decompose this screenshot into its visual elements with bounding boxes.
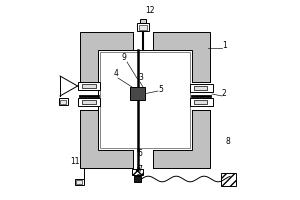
- Bar: [75, 179, 84, 185]
- Text: 9: 9: [122, 53, 127, 62]
- Bar: [137, 23, 149, 31]
- Text: 5: 5: [158, 85, 163, 94]
- Text: 8: 8: [226, 137, 231, 146]
- Bar: [78, 98, 100, 106]
- Text: 7: 7: [137, 165, 142, 174]
- Bar: [76, 180, 82, 184]
- Bar: [100, 52, 190, 148]
- Bar: [80, 32, 210, 168]
- Bar: [192, 82, 212, 110]
- Text: 1: 1: [222, 41, 227, 50]
- Bar: [133, 30, 153, 50]
- Bar: [194, 86, 207, 90]
- Text: 12: 12: [145, 6, 154, 15]
- Bar: [59, 98, 68, 105]
- Bar: [60, 100, 66, 104]
- Text: 2: 2: [222, 89, 227, 98]
- Bar: [98, 50, 192, 150]
- Bar: [82, 84, 96, 88]
- Bar: [132, 169, 143, 175]
- Bar: [78, 82, 100, 90]
- Text: 4: 4: [114, 69, 119, 78]
- Bar: [78, 82, 98, 110]
- Bar: [133, 150, 153, 170]
- Bar: [194, 100, 207, 104]
- Bar: [190, 98, 213, 106]
- Bar: [140, 19, 146, 23]
- Bar: [134, 176, 141, 182]
- Bar: [130, 87, 145, 100]
- Bar: [139, 25, 147, 30]
- Bar: [82, 100, 96, 104]
- Bar: [190, 84, 213, 92]
- Text: 11: 11: [70, 157, 80, 166]
- Text: 3: 3: [138, 73, 143, 82]
- Text: 6: 6: [137, 149, 142, 158]
- Bar: [221, 172, 236, 186]
